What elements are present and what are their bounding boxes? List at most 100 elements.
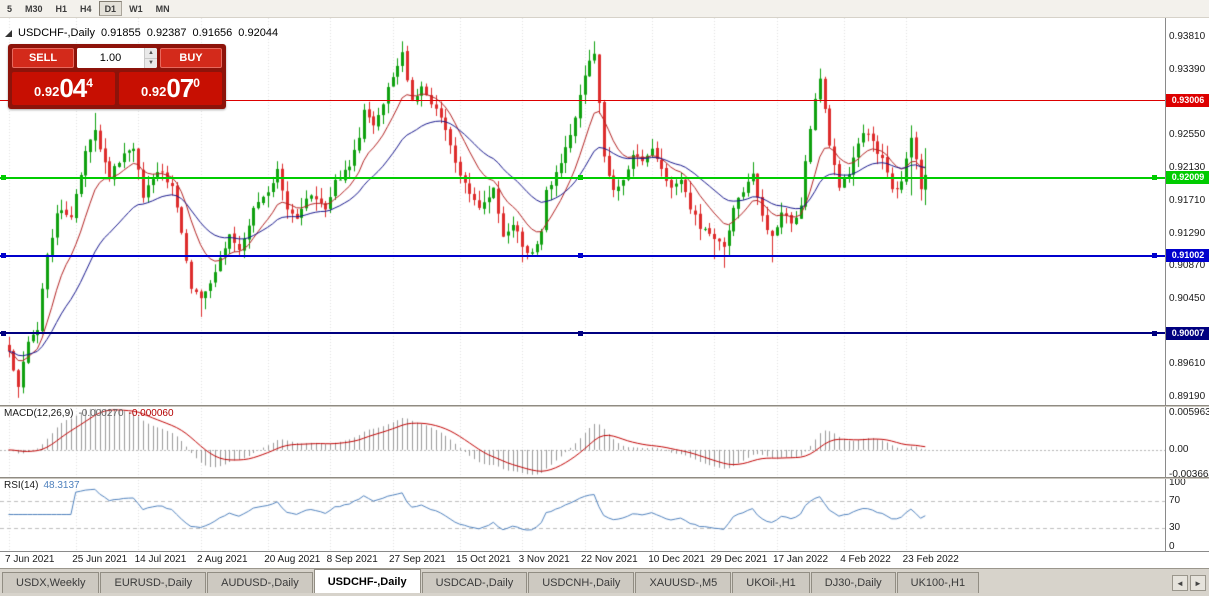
- sell-button[interactable]: SELL: [12, 48, 74, 68]
- timeframe-button-5[interactable]: 5: [7, 3, 13, 14]
- timeframe-button-d1[interactable]: D1: [98, 1, 123, 16]
- date-axis-label: 17 Jan 2022: [773, 554, 829, 565]
- date-axis-label: 22 Nov 2021: [581, 554, 638, 565]
- tab-scroll-left-icon[interactable]: ◄: [1172, 575, 1188, 591]
- macd-axis-label: 0.005963: [1169, 407, 1209, 418]
- macd-axis-label: -0.003664: [1169, 469, 1209, 480]
- buy-price-main: 0.92: [141, 84, 167, 99]
- macd-indicator-label: MACD(12,26,9) -0.000270 -0.000060: [4, 408, 174, 419]
- chart-symbol-title: USDCHF-,Daily: [18, 27, 95, 39]
- chart-tab-usdx-weekly[interactable]: USDX,Weekly: [2, 572, 100, 593]
- volume-down-icon[interactable]: ▼: [145, 58, 157, 68]
- line-handle[interactable]: [1152, 175, 1157, 181]
- chart-tab-dj30-daily[interactable]: DJ30-,Daily: [810, 572, 896, 593]
- price-scale[interactable]: 0.938100.933900.929700.925500.921300.917…: [1165, 18, 1209, 552]
- chart-marker-icon: [5, 29, 12, 37]
- volume-spinner: ▲ ▼: [144, 48, 157, 68]
- timeframe-button-w1[interactable]: W1: [129, 3, 143, 14]
- tab-scroll-right-icon[interactable]: ►: [1190, 575, 1206, 591]
- chart-tab-xauusd-m5[interactable]: XAUUSD-,M5: [635, 572, 732, 593]
- price-tag-0.92009: 0.92009: [1166, 171, 1209, 185]
- buy-price-display[interactable]: 0.92 07 0: [119, 72, 222, 105]
- price-axis-label: 0.89190: [1169, 391, 1206, 403]
- chart-tab-audusd-daily[interactable]: AUDUSD-,Daily: [207, 572, 313, 593]
- chart-tab-usdcnh-daily[interactable]: USDCNH-,Daily: [528, 572, 635, 593]
- date-axis-label: 4 Feb 2022: [840, 554, 891, 565]
- chart-tab-bar: USDX,Weekly EURUSD-,Daily AUDUSD-,Daily USD…: [0, 568, 1209, 596]
- price-axis-label: 0.90870: [1169, 260, 1206, 272]
- date-axis-label: 15 Oct 2021: [456, 554, 511, 565]
- sell-price-pip: 4: [86, 76, 93, 90]
- sell-price-main: 0.92: [34, 84, 60, 99]
- tab-scroll-buttons: ◄ ►: [1172, 575, 1206, 591]
- price-tag-0.90007: 0.90007: [1166, 326, 1209, 340]
- volume-input[interactable]: [77, 48, 144, 68]
- date-axis-label: 27 Sep 2021: [389, 554, 446, 565]
- timeframe-button-m30[interactable]: M30: [25, 3, 43, 14]
- timeframe-toolbar: 5 M30 H1 H4 D1 W1 MN: [0, 0, 1209, 18]
- date-axis-label: 23 Feb 2022: [902, 554, 959, 565]
- price-axis-label: 0.92550: [1169, 129, 1206, 141]
- date-axis[interactable]: 7 Jun 2021 25 Jun 2021 14 Jul 2021 2 Aug 20…: [0, 551, 1209, 568]
- rsi-title: RSI(14): [4, 480, 39, 491]
- price-axis-label: 0.90450: [1169, 292, 1206, 304]
- price-tag-0.91002: 0.91002: [1166, 249, 1209, 263]
- sell-price-big: 04: [59, 73, 87, 103]
- timeframe-button-h1[interactable]: H1: [55, 3, 68, 14]
- chart-tab-ukoil-h1[interactable]: UKOil-,H1: [732, 572, 810, 593]
- rsi-value: 48.3137: [43, 480, 80, 491]
- line-handle[interactable]: [1, 253, 6, 259]
- chart-tab-usdcad-daily[interactable]: USDCAD-,Daily: [421, 572, 528, 593]
- horizontal-line-resistance[interactable]: [0, 99, 1165, 101]
- date-axis-label: 8 Sep 2021: [326, 554, 378, 565]
- one-click-trade-panel: SELL ▲ ▼ BUY 0.92 04 4 0.92: [8, 44, 226, 109]
- chart-tab-uk100-h1[interactable]: UK100-,H1: [896, 572, 980, 593]
- rsi-panel-divider[interactable]: [0, 477, 1209, 479]
- date-axis-label: 25 Jun 2021: [72, 554, 128, 565]
- line-handle[interactable]: [578, 330, 583, 336]
- line-handle[interactable]: [578, 175, 583, 181]
- rsi-axis-label: 30: [1169, 522, 1181, 534]
- price-axis-label: 0.93390: [1169, 64, 1206, 76]
- line-handle[interactable]: [1152, 330, 1157, 336]
- line-handle[interactable]: [578, 253, 583, 259]
- line-handle[interactable]: [1, 175, 6, 181]
- buy-button[interactable]: BUY: [160, 48, 222, 68]
- timeframe-button-h4[interactable]: H4: [80, 3, 92, 14]
- sell-price-display[interactable]: 0.92 04 4: [12, 72, 115, 105]
- timeframe-button-mn[interactable]: MN: [155, 3, 170, 14]
- macd-title: MACD(12,26,9): [4, 408, 74, 419]
- date-axis-label: 20 Aug 2021: [264, 554, 321, 565]
- rsi-axis-label: 0: [1169, 541, 1175, 552]
- macd-signal-value: -0.000060: [128, 408, 174, 419]
- volume-widget: ▲ ▼: [77, 48, 157, 68]
- rsi-axis-label: 100: [1169, 477, 1186, 488]
- low-value: 0.91656: [192, 27, 233, 39]
- date-axis-label: 29 Dec 2021: [710, 554, 768, 565]
- chart-tab-eurusd-daily[interactable]: EURUSD-,Daily: [100, 572, 207, 593]
- close-value: 0.92044: [238, 27, 279, 39]
- volume-up-icon[interactable]: ▲: [145, 48, 157, 59]
- chart-ohlc-header: USDCHF-,Daily 0.91855 0.92387 0.91656 0.…: [5, 27, 278, 39]
- price-axis-label: 0.89610: [1169, 358, 1206, 370]
- line-handle[interactable]: [1152, 253, 1157, 259]
- date-axis-label: 10 Dec 2021: [648, 554, 705, 565]
- buy-price-big: 07: [166, 73, 194, 103]
- chart-region: USDCHF-,Daily 0.91855 0.92387 0.91656 0.…: [0, 18, 1209, 568]
- chart-tab-usdchf-daily[interactable]: USDCHF-,Daily: [313, 569, 421, 593]
- high-value: 0.92387: [146, 27, 187, 39]
- price-axis-label: 0.91290: [1169, 227, 1206, 239]
- date-axis-label: 2 Aug 2021: [197, 554, 248, 565]
- date-axis-label: 7 Jun 2021: [5, 554, 55, 565]
- macd-panel-divider[interactable]: [0, 405, 1209, 407]
- date-axis-label: 14 Jul 2021: [134, 554, 187, 565]
- rsi-indicator-label: RSI(14) 48.3137: [4, 480, 80, 491]
- price-axis-label: 0.91710: [1169, 194, 1206, 206]
- rsi-axis-label: 70: [1169, 494, 1181, 506]
- price-tag-0.93006: 0.93006: [1166, 93, 1209, 107]
- macd-main-value: -0.000270: [78, 408, 124, 419]
- macd-axis-label: 0.00: [1169, 443, 1189, 455]
- line-handle[interactable]: [1, 330, 6, 336]
- date-axis-label: 3 Nov 2021: [518, 554, 570, 565]
